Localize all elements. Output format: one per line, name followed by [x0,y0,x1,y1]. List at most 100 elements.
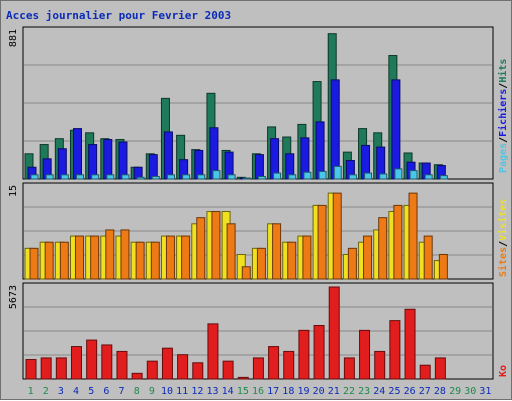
sites-bar [165,235,175,280]
legend-sites-visites-part: / [498,241,509,247]
pages-bar [151,175,160,180]
pages-bar [273,172,282,180]
legend-pages-fichiers-hits-part: Fichiers [497,89,509,137]
ko-bar [343,357,355,380]
pages-bar [288,174,297,180]
x-tick-label: 23 [358,386,370,397]
x-tick-label: 6 [103,386,109,397]
sites-bar [181,235,191,280]
sites-bar [44,241,54,280]
pages-bar [242,177,251,180]
panel-2-ymax-label: 15 [8,185,19,197]
sites-bar [408,192,418,280]
x-tick-label: 22 [343,386,355,397]
pages-bar [348,174,357,180]
ko-bar [70,346,82,380]
ko-bar [359,329,371,380]
sites-bar [29,247,39,280]
x-tick-label: 31 [479,386,491,397]
sites-bar [423,235,433,280]
ko-bar [404,308,416,380]
pages-bar [182,174,191,180]
ko-bar [40,357,52,380]
pages-bar [121,174,130,180]
pages-bar [303,171,312,180]
fichiers-bar [72,128,82,180]
legend-ko-part: Ko [498,365,509,377]
ko-bar [146,360,158,380]
ko-bar [25,359,37,380]
pages-bar [45,174,54,180]
pages-bar [318,170,327,180]
fichiers-bar [163,131,173,180]
x-tick-label: 2 [43,386,49,397]
x-tick-label: 8 [134,386,140,397]
ko-bar [237,376,249,380]
sites-bar [347,247,357,280]
ko-bar [389,320,401,380]
legend-pages-fichiers-hits-part: Pages [498,143,509,173]
fichiers-bar [148,154,158,180]
pages-bar [394,168,403,180]
sites-bar [120,229,130,280]
ko-bar [192,362,204,380]
pages-bar [60,174,69,180]
ko-bar [86,339,98,380]
x-tick-label: 9 [149,386,155,397]
pages-bar [75,174,84,180]
x-tick-label: 15 [237,386,249,397]
sites-bar [59,241,69,280]
ko-bar [313,324,325,380]
ko-bar [328,286,340,380]
legend-sites-visites-part: Sites [497,247,509,277]
x-tick-label: 24 [373,386,385,397]
x-tick-label: 26 [404,386,416,397]
pages-bar [106,174,115,180]
x-tick-label: 21 [328,386,340,397]
ko-bar [55,357,67,380]
chart-title: Acces journalier pour Fevrier 2003 [6,9,232,22]
ko-bar [101,344,113,380]
x-tick-label: 13 [206,386,218,397]
panel-1-ymax-label: 881 [8,29,19,47]
x-tick-label: 25 [388,386,400,397]
x-tick-label: 11 [176,386,188,397]
pages-bar [409,170,418,180]
ko-bar [207,323,219,380]
legend-pages-fichiers-hits-part: / [498,137,509,143]
x-tick-label: 10 [161,386,173,397]
pages-bar [166,174,175,180]
sites-bar [211,211,221,280]
ko-bar [252,357,264,380]
x-tick-label: 20 [313,386,325,397]
sites-bar [135,241,145,280]
legend-pages-fichiers-hits-part: / [498,83,509,89]
x-tick-label: 27 [419,386,431,397]
pages-bar [424,174,433,180]
x-tick-label: 1 [28,386,34,397]
pages-bar [227,174,236,180]
fichiers-bar [315,121,325,180]
legend-pages-fichiers-hits-part: Hits [497,59,509,83]
sites-bar [241,266,251,280]
sites-bar [287,241,297,280]
fichiers-bar [330,79,340,180]
sites-bar [317,204,327,280]
x-tick-label: 14 [222,386,234,397]
x-tick-label: 4 [73,386,79,397]
pages-bar [333,165,342,180]
x-tick-label: 7 [119,386,125,397]
x-tick-label: 28 [434,386,446,397]
x-tick-label: 5 [88,386,94,397]
sites-bar [150,241,160,280]
pages-bar [30,174,39,180]
fichiers-bar [118,141,128,180]
pages-bar [212,170,221,180]
ko-bar [298,329,310,380]
ko-bar [177,354,189,380]
ko-bar [434,357,446,380]
x-tick-label: 17 [267,386,279,397]
ko-bar [131,372,143,380]
